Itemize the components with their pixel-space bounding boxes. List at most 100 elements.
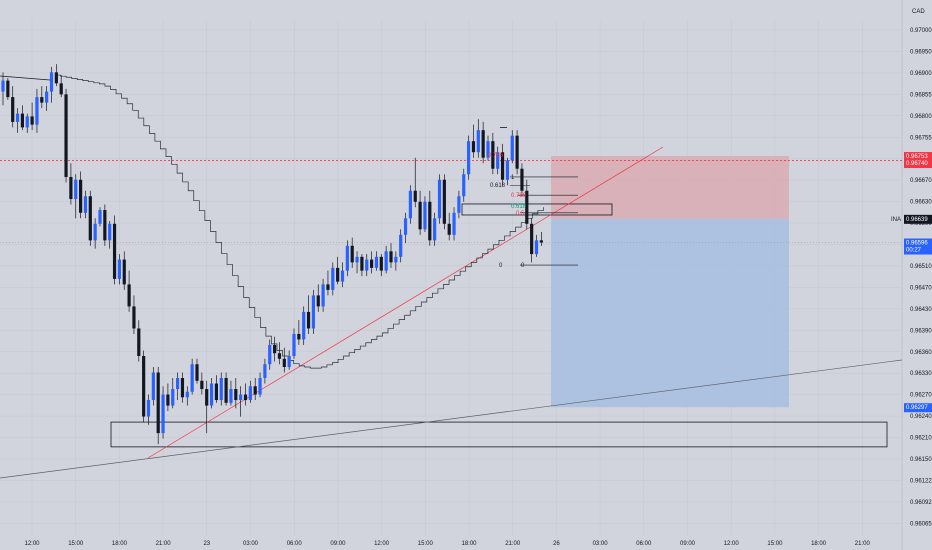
y-tick-label: 0.96755 xyxy=(910,135,932,141)
x-tick-label: 15:00 xyxy=(767,541,783,547)
candle-body xyxy=(515,135,519,169)
candle-body xyxy=(243,394,248,401)
y-tick-label: 0.96240 xyxy=(910,414,932,420)
candle-body xyxy=(195,364,199,381)
candle-body xyxy=(35,97,39,125)
current-price-tag xyxy=(904,238,932,255)
x-tick-label: 03:00 xyxy=(243,541,259,547)
fib-label: 0.5 xyxy=(516,211,525,217)
candle-body xyxy=(205,389,209,406)
x-tick-label: 23 xyxy=(203,541,210,547)
candle-body xyxy=(132,306,136,329)
candle-body xyxy=(1,80,5,92)
candle-body xyxy=(306,311,311,329)
candle-body xyxy=(74,179,78,200)
y-tick-label: 0.96950 xyxy=(910,49,932,55)
candle-body xyxy=(151,372,155,401)
y-axis[interactable]: 0.97000 0.96950 0.96900 0.96855 0.96800 0.967… xyxy=(891,28,932,527)
y-tick-label: 0.96510 xyxy=(910,264,932,270)
candle-body xyxy=(510,135,514,161)
candle-body xyxy=(190,364,194,392)
moving-average-line xyxy=(55,74,544,369)
x-tick-label: 18:00 xyxy=(811,541,827,547)
candle-body xyxy=(292,333,296,356)
candle-body xyxy=(224,378,228,403)
candles[interactable] xyxy=(1,64,543,445)
candle-body xyxy=(180,378,185,398)
candle-body xyxy=(399,234,403,257)
candle-body xyxy=(525,190,529,224)
fib-label: 0.786 xyxy=(511,193,527,199)
candle-body xyxy=(282,358,286,368)
candle-body xyxy=(326,284,330,290)
candle-body xyxy=(467,141,471,175)
fib-label: 0.786 xyxy=(488,153,504,159)
candle-body xyxy=(6,80,10,98)
x-tick-label: 15:00 xyxy=(68,541,84,547)
y-tick-label: 0.96470 xyxy=(910,285,932,291)
candle-body xyxy=(127,284,131,307)
candle-body xyxy=(122,259,126,285)
candle-body xyxy=(146,400,151,417)
candle-body xyxy=(336,267,340,282)
candle-body xyxy=(59,83,63,95)
candle-body xyxy=(476,130,480,153)
candle-body xyxy=(258,378,262,395)
candle-body xyxy=(69,176,73,200)
candle-body xyxy=(229,389,233,403)
fib-label: 0.618 xyxy=(511,204,527,210)
y-tick-label: 0.96270 xyxy=(910,393,932,399)
x-axis[interactable]: 12:00 15:00 18:00 21:00 23 03:00 06:00 09:00 12:… xyxy=(24,541,870,547)
entry-label: INA xyxy=(891,217,901,223)
y-tick-label: 0.96092 xyxy=(910,500,932,506)
fib-label: 0 xyxy=(521,263,525,269)
x-tick-label: 18:00 xyxy=(112,541,128,547)
zones xyxy=(110,156,888,448)
candle-body xyxy=(219,378,223,401)
candle-body xyxy=(297,333,301,340)
candle-body xyxy=(360,256,364,271)
candle-body xyxy=(433,218,437,241)
x-tick-label: 26 xyxy=(553,541,560,547)
y-tick-label: 0.96065 xyxy=(910,521,932,527)
demand-zone-box xyxy=(110,421,888,448)
x-tick-label: 21:00 xyxy=(505,541,521,547)
candle-body xyxy=(209,383,214,406)
candle-body xyxy=(505,160,509,180)
candle-body xyxy=(457,196,461,213)
target-price-tag xyxy=(904,403,932,413)
candle-body xyxy=(88,196,92,241)
candle-body xyxy=(248,386,252,401)
candle-body xyxy=(45,91,49,103)
y-tick-label: 0.96670 xyxy=(910,178,932,184)
y-tick-label: 0.96800 xyxy=(910,114,932,120)
candle-body xyxy=(117,259,121,279)
candle-body xyxy=(374,256,379,268)
candle-body xyxy=(49,72,54,92)
candle-body xyxy=(534,240,539,255)
candle-body xyxy=(350,245,354,263)
y-tick-label: 0.96855 xyxy=(910,92,932,98)
candle-body xyxy=(428,201,432,241)
y-tick-label: 0.97000 xyxy=(910,28,932,34)
candle-body xyxy=(423,201,427,230)
candle-body xyxy=(93,223,97,241)
candle-body xyxy=(15,113,20,122)
candle-body xyxy=(365,259,369,271)
x-tick-label: 09:00 xyxy=(680,541,696,547)
candle-body xyxy=(384,251,388,271)
candle-body xyxy=(25,116,29,128)
candle-body xyxy=(273,344,277,354)
entry-price-tag-text: 0.96639 xyxy=(906,217,928,223)
candle-body xyxy=(355,256,359,263)
candle-body xyxy=(108,223,112,241)
candle-body xyxy=(161,394,165,434)
candle-body xyxy=(442,179,446,224)
candle-body xyxy=(394,256,398,263)
candle-body xyxy=(98,210,102,224)
candle-body xyxy=(79,179,83,213)
candle-body xyxy=(64,94,68,177)
candle-body xyxy=(379,256,383,271)
x-tick-label: 06:00 xyxy=(636,541,652,547)
